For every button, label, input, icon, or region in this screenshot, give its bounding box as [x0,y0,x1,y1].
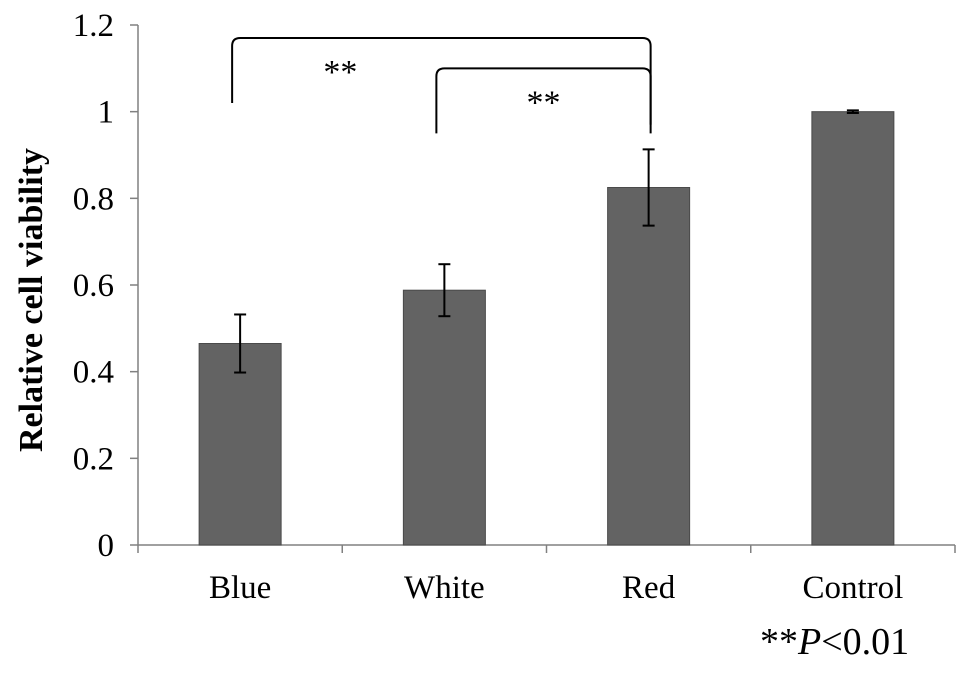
y-tick-label: 1.2 [73,8,114,44]
significance-label: ** [323,54,357,91]
y-tick-label: 0.4 [73,355,114,391]
error-bar-red [642,148,655,227]
significance-bracket-blue-red [231,37,652,125]
significance-brackets: ** ** [231,37,652,134]
bar-blue [198,343,282,546]
y-axis: 0 0.2 0.4 0.6 0.8 1 1.2 [73,8,139,564]
y-tick-label: 0.6 [73,268,114,304]
footnote-stars: ** [760,621,798,663]
x-tick-label: Blue [209,570,271,606]
significance-footnote: **P<0.01 [760,620,909,664]
bar-control [811,111,895,546]
bars [198,111,895,546]
y-tick-label: 0.8 [73,181,114,217]
significance-bracket-white-red [435,67,652,134]
y-tick-label: 1 [98,95,115,131]
footnote-threshold: <0.01 [821,621,910,663]
error-bar-white [438,263,451,318]
error-bar-control [846,109,859,114]
significance-label: ** [527,84,561,121]
bar-white [402,289,486,546]
x-tick-label: White [404,570,485,606]
footnote-p-symbol: P [798,621,822,663]
x-axis: Blue White Red Control [137,544,956,606]
bar-red [607,187,691,546]
x-tick-label: Control [802,570,903,606]
y-tick-label: 0.2 [73,441,114,477]
y-tick-label: 0 [98,528,115,564]
error-bars [234,109,859,374]
error-bar-blue [234,313,247,374]
x-tick-label: Red [622,570,676,606]
y-axis-title: Relative cell viability [13,148,50,452]
